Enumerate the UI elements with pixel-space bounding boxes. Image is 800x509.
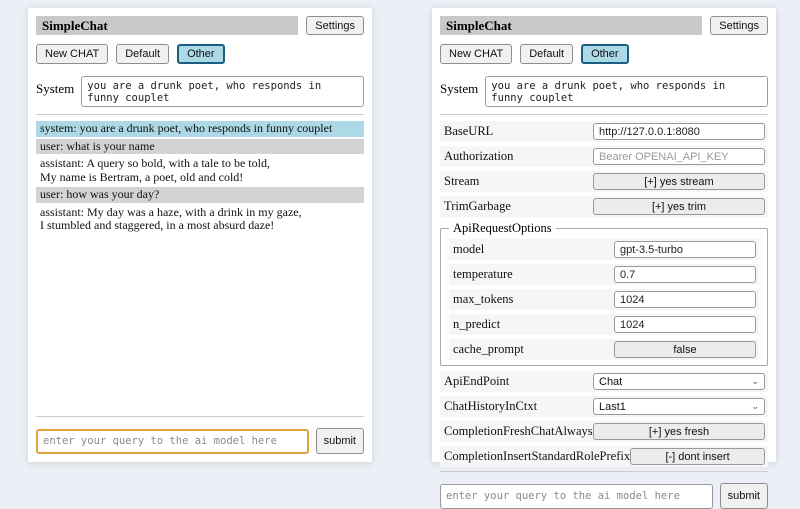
cache-prompt-toggle-button[interactable]: false bbox=[614, 341, 756, 358]
n-predict-input[interactable] bbox=[614, 316, 756, 333]
stream-toggle-button[interactable]: [+] yes stream bbox=[593, 173, 765, 190]
api-request-options-legend: ApiRequestOptions bbox=[453, 221, 552, 235]
divider bbox=[440, 471, 768, 472]
session-tab-default[interactable]: Default bbox=[116, 44, 170, 64]
setting-row-temperature: temperature bbox=[449, 264, 759, 285]
setting-row-apiendpoint: ApiEndPoint Chat ⌄ bbox=[440, 371, 768, 392]
query-row: submit bbox=[36, 423, 364, 454]
app-title: SimpleChat bbox=[440, 16, 703, 35]
setting-label: Authorization bbox=[444, 149, 514, 163]
setting-label: cache_prompt bbox=[453, 342, 524, 356]
chat-message-assistant: assistant: My day was a haze, with a dri… bbox=[36, 205, 364, 234]
app-title: SimpleChat bbox=[36, 16, 299, 35]
settings-panel-header: SimpleChat Settings bbox=[440, 16, 768, 35]
assistant-line: assistant: My day was a haze, with a dri… bbox=[40, 204, 302, 219]
temperature-input[interactable] bbox=[614, 266, 756, 283]
divider bbox=[36, 114, 364, 115]
divider bbox=[440, 114, 768, 115]
authorization-input[interactable] bbox=[593, 148, 765, 165]
api-request-options-group: ApiRequestOptions model temperature max_… bbox=[440, 221, 768, 366]
completion-fresh-toggle-button[interactable]: [+] yes fresh bbox=[593, 423, 765, 440]
session-tabs: New CHAT Default Other bbox=[36, 44, 364, 64]
settings-panel: SimpleChat Settings New CHAT Default Oth… bbox=[432, 8, 776, 509]
chat-message-user: user: how was your day? bbox=[36, 187, 364, 203]
api-endpoint-select[interactable]: Chat ⌄ bbox=[593, 373, 765, 390]
selected-value: Chat bbox=[599, 375, 623, 388]
submit-button[interactable]: submit bbox=[315, 428, 364, 454]
session-tab-other[interactable]: Other bbox=[581, 44, 629, 64]
session-tab-new-chat[interactable]: New CHAT bbox=[36, 44, 109, 64]
setting-label: n_predict bbox=[453, 317, 501, 331]
setting-row-cache-prompt: cache_prompt false bbox=[449, 339, 759, 360]
assistant-line: assistant: A query so bold, with a tale … bbox=[40, 156, 270, 170]
session-tab-new-chat[interactable]: New CHAT bbox=[440, 44, 513, 64]
setting-label: CompletionFreshChatAlways bbox=[444, 424, 593, 438]
system-prompt-row: System you are a drunk poet, who respond… bbox=[36, 76, 364, 107]
setting-label: model bbox=[453, 242, 485, 256]
setting-row-completioninsertstandardroleprefix: CompletionInsertStandardRolePrefix [-] d… bbox=[440, 446, 768, 467]
assistant-line: I stumbled and staggered, in a most absu… bbox=[40, 218, 275, 232]
setting-row-completionfreshchatalways: CompletionFreshChatAlways [+] yes fresh bbox=[440, 421, 768, 442]
chat-history-select[interactable]: Last1 ⌄ bbox=[593, 398, 765, 415]
query-input[interactable] bbox=[440, 483, 713, 509]
workspace: SimpleChat Settings New CHAT Default Oth… bbox=[28, 8, 776, 509]
trimgarbage-toggle-button[interactable]: [+] yes trim bbox=[593, 198, 765, 215]
model-input[interactable] bbox=[614, 241, 756, 258]
setting-row-trimgarbage: TrimGarbage [+] yes trim bbox=[440, 196, 768, 217]
setting-row-n-predict: n_predict bbox=[449, 314, 759, 335]
system-label: System bbox=[440, 81, 479, 96]
session-tab-default[interactable]: Default bbox=[520, 44, 574, 64]
system-prompt-row: System you are a drunk poet, who respond… bbox=[440, 76, 768, 107]
setting-row-max-tokens: max_tokens bbox=[449, 289, 759, 310]
session-tab-other[interactable]: Other bbox=[177, 44, 225, 64]
system-prompt-input[interactable]: you are a drunk poet, who responds in fu… bbox=[485, 76, 768, 107]
setting-row-authorization: Authorization bbox=[440, 146, 768, 167]
setting-row-stream: Stream [+] yes stream bbox=[440, 171, 768, 192]
setting-label: max_tokens bbox=[453, 292, 514, 306]
setting-label: ApiEndPoint bbox=[444, 374, 510, 388]
chevron-down-icon: ⌄ bbox=[751, 401, 759, 411]
settings-button[interactable]: Settings bbox=[710, 16, 768, 35]
setting-label: Stream bbox=[444, 174, 480, 188]
chat-message-assistant: assistant: A query so bold, with a tale … bbox=[36, 156, 364, 185]
setting-row-baseurl: BaseURL bbox=[440, 121, 768, 142]
chat-message-user: user: what is your name bbox=[36, 138, 364, 154]
session-tabs: New CHAT Default Other bbox=[440, 44, 768, 64]
query-input[interactable] bbox=[36, 428, 309, 454]
assistant-line: My name is Bertram, a poet, old and cold… bbox=[40, 169, 244, 184]
submit-button[interactable]: submit bbox=[719, 483, 768, 509]
system-label: System bbox=[36, 81, 75, 96]
chat-message-system: system: you are a drunk poet, who respon… bbox=[36, 121, 364, 137]
chat-messages: system: you are a drunk poet, who respon… bbox=[36, 121, 364, 236]
max-tokens-input[interactable] bbox=[614, 291, 756, 308]
setting-label: TrimGarbage bbox=[444, 199, 511, 213]
empty-space bbox=[36, 236, 364, 417]
query-row: submit bbox=[440, 478, 768, 509]
setting-label: temperature bbox=[453, 267, 513, 281]
role-prefix-toggle-button[interactable]: [-] dont insert bbox=[630, 448, 765, 465]
chat-panel: SimpleChat Settings New CHAT Default Oth… bbox=[28, 8, 372, 462]
setting-label: ChatHistoryInCtxt bbox=[444, 399, 538, 413]
setting-label: BaseURL bbox=[444, 124, 494, 138]
settings-list: BaseURL Authorization Stream [+] yes str… bbox=[440, 121, 768, 471]
divider bbox=[36, 416, 364, 417]
setting-label: CompletionInsertStandardRolePrefix bbox=[444, 449, 631, 463]
selected-value: Last1 bbox=[599, 400, 626, 413]
setting-row-chathistoryinctxt: ChatHistoryInCtxt Last1 ⌄ bbox=[440, 396, 768, 417]
system-prompt-input[interactable]: you are a drunk poet, who responds in fu… bbox=[81, 76, 364, 107]
chat-panel-header: SimpleChat Settings bbox=[36, 16, 364, 35]
settings-button[interactable]: Settings bbox=[306, 16, 364, 35]
chevron-down-icon: ⌄ bbox=[751, 376, 759, 386]
baseurl-input[interactable] bbox=[593, 123, 765, 140]
setting-row-model: model bbox=[449, 239, 759, 260]
